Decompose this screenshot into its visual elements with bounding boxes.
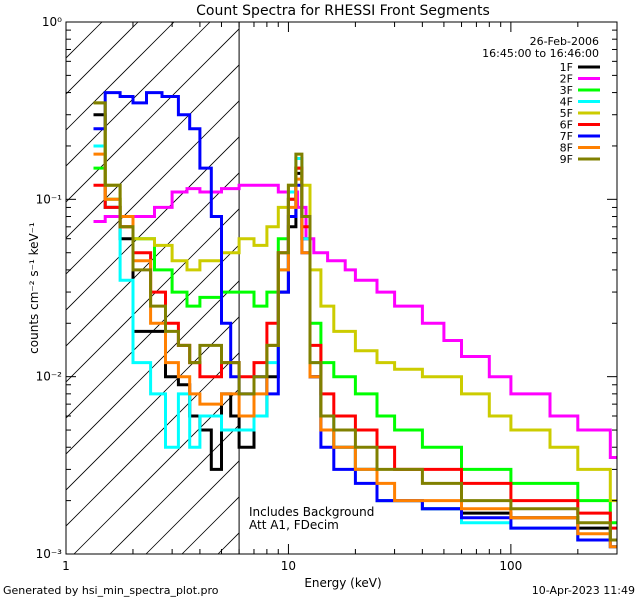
x-tick-label: 10 xyxy=(281,559,296,573)
legend-label-3F: 3F xyxy=(560,84,573,97)
footer-date: 10-Apr-2023 11:49 xyxy=(532,584,635,597)
x-axis: 1 10 100 xyxy=(62,22,618,573)
footer-generated-by: Generated by hsi_min_spectra_plot.pro xyxy=(3,584,219,597)
legend-label-4F: 4F xyxy=(560,96,573,109)
hatched-region xyxy=(66,22,240,554)
date-label: 26-Feb-2006 xyxy=(530,35,599,48)
hatch-line xyxy=(66,28,240,203)
series-lines xyxy=(93,91,617,549)
hatch-line xyxy=(66,244,240,419)
legend-label-5F: 5F xyxy=(560,107,573,120)
time-range-label: 16:45:00 to 16:46:00 xyxy=(482,47,599,60)
series-line-9F xyxy=(93,101,617,542)
hatch-line xyxy=(66,316,240,491)
legend-label-9F: 9F xyxy=(560,153,573,166)
hatch-line xyxy=(145,460,240,554)
y-tick-label: 10⁻³ xyxy=(36,547,63,561)
hatch-line xyxy=(66,64,240,239)
hatch-line xyxy=(66,352,240,527)
x-tick-label: 100 xyxy=(499,559,522,573)
y-tick-label: 10⁻¹ xyxy=(36,192,63,206)
annotation-line-1: Includes Background xyxy=(249,505,374,519)
chart-title: Count Spectra for RHESSI Front Segments xyxy=(196,3,490,19)
annotation-line-2: Att A1, FDecim xyxy=(249,518,339,532)
hatch-line xyxy=(66,22,103,59)
series-line-2F xyxy=(93,183,617,459)
hatch-line xyxy=(73,388,240,554)
hatch-line xyxy=(66,100,240,275)
hatch-line xyxy=(66,280,240,455)
hatch-line xyxy=(66,22,175,131)
hatch-line xyxy=(217,532,240,554)
series-line-7F xyxy=(93,91,617,549)
hatch-line xyxy=(66,172,240,347)
plot-frame xyxy=(65,21,618,555)
legend-label-1F: 1F xyxy=(560,61,573,74)
y-tick-label: 10⁰ xyxy=(42,15,62,29)
x-tick-label: 1 xyxy=(62,559,70,573)
y-tick-label: 10⁻² xyxy=(36,370,63,384)
y-axis-label: counts cm⁻² s⁻¹ keV⁻¹ xyxy=(27,222,41,354)
hatch-line xyxy=(66,208,240,383)
hatch-line xyxy=(66,136,240,311)
legend-label-2F: 2F xyxy=(560,73,573,86)
hatch-line xyxy=(109,424,240,554)
legend-label-8F: 8F xyxy=(560,142,573,155)
y-axis: 10⁰ 10⁻¹ 10⁻² 10⁻³ xyxy=(36,15,617,561)
legend-label-7F: 7F xyxy=(560,130,573,143)
legend-label-6F: 6F xyxy=(560,119,573,132)
x-axis-label: Energy (keV) xyxy=(304,576,381,590)
hatch-line xyxy=(66,22,211,167)
